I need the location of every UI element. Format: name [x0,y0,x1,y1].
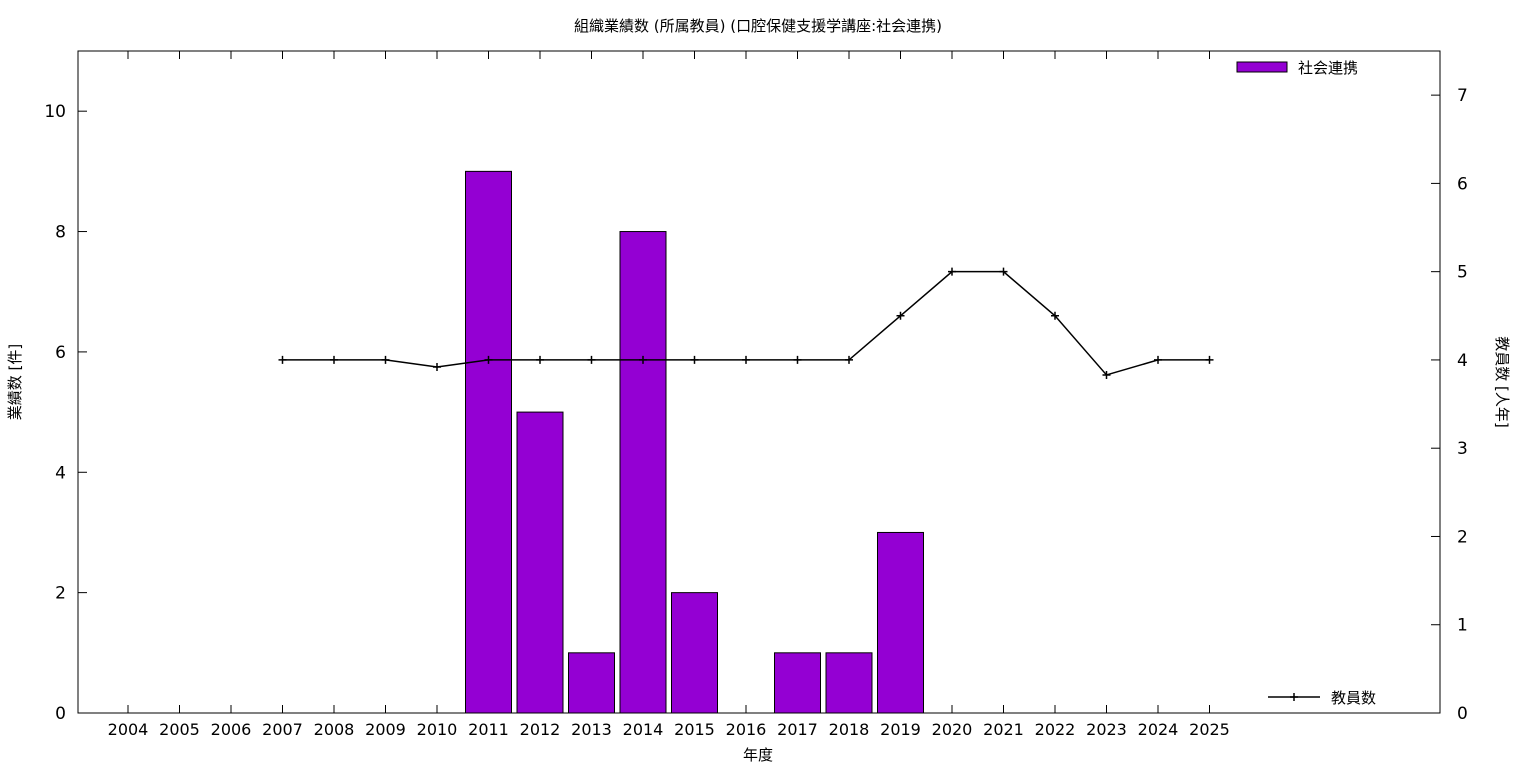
line-point-2024 [1154,355,1162,364]
y2-axis-label: 教員数 [人年] [1493,336,1511,427]
bar-2015 [671,592,718,714]
legend-bar-label: 社会連携 [1298,59,1358,77]
x-tick-label-2007: 2007 [262,720,303,739]
x-tick-label-2019: 2019 [880,720,921,739]
y2-tick-label-5: 5 [1457,263,1468,283]
x-tick-label-2013: 2013 [571,720,612,739]
y2-tick-label-0: 0 [1457,704,1468,724]
x-tick-label-2011: 2011 [468,720,509,739]
line-point-2022 [1051,311,1059,320]
line-point-2025 [1205,355,1214,364]
legend-bar-swatch [1236,61,1288,73]
x-tick-label-2022: 2022 [1035,720,1076,739]
line-point-2014 [639,355,647,364]
x-tick-label-2014: 2014 [623,720,664,739]
line-point-2011 [484,355,493,364]
line-point-2007 [278,355,287,364]
line-point-2013 [587,355,596,364]
bar-2019 [877,531,924,714]
x-tick-label-2017: 2017 [777,720,818,739]
line-point-2017 [793,355,802,364]
y-axis-label: 業績数 [件] [6,344,24,420]
bar-2014 [619,231,667,714]
line-point-2021 [999,267,1008,276]
x-tick-label-2006: 2006 [211,720,252,739]
line-point-2015 [690,355,699,364]
x-axis-label: 年度 [743,746,773,764]
bar-2018 [825,652,873,714]
line-point-2010 [433,362,441,371]
x-tick-label-2016: 2016 [726,720,767,739]
bar-2013 [568,652,615,714]
x-tick-label-2009: 2009 [365,720,406,739]
x-tick-label-2024: 2024 [1138,720,1179,739]
x-tick-label-2018: 2018 [829,720,870,739]
x-tick-label-2015: 2015 [674,720,715,739]
legend-line-marker [1290,693,1298,701]
x-tick-label-2004: 2004 [108,720,149,739]
plot-frame [77,50,1441,714]
line-point-2019 [896,311,905,320]
y-tick-label-1: 2 [55,584,66,604]
line-point-2009 [381,355,390,364]
x-tick-label-2025: 2025 [1189,720,1230,739]
y2-tick-label-1: 1 [1457,616,1468,636]
y2-tick-label-2: 2 [1457,527,1468,547]
y-tick-label-5: 10 [44,102,66,122]
chart-title: 組織業績数 (所属教員) (口腔保健支援学講座:社会連携) [574,17,942,35]
bar-2011 [465,170,512,714]
y-tick-label-0: 0 [55,704,66,724]
x-tick-label-2021: 2021 [983,720,1024,739]
plot-area: 0 2 4 6 8 10 0 1 2 3 4 5 6 7 2004 2005 2006 2007 2008 2009 2… [44,50,1468,739]
y2-tick-label-4: 4 [1457,351,1468,371]
x-tick-label-2010: 2010 [417,720,458,739]
line-point-2023 [1102,370,1111,379]
bar-2012 [516,411,564,714]
x-tick-label-2020: 2020 [932,720,973,739]
line-point-2012 [536,355,544,364]
y2-tick-label-3: 3 [1457,439,1468,459]
x-tick-label-2012: 2012 [520,720,561,739]
bar-2017 [774,652,821,714]
y-tick-label-4: 8 [55,223,66,243]
line-point-2008 [330,355,338,364]
y-tick-label-3: 6 [55,343,66,363]
x-tick-label-2005: 2005 [159,720,200,739]
x-tick-label-2008: 2008 [314,720,355,739]
x-tick-label-2023: 2023 [1086,720,1127,739]
line-point-2018 [845,355,853,364]
line-point-2020 [948,267,956,276]
y2-tick-label-7: 7 [1457,86,1468,106]
line-point-2016 [742,355,750,364]
y-tick-label-2: 4 [55,463,66,483]
y2-tick-label-6: 6 [1457,174,1468,194]
legend-line-label: 教員数 [1331,689,1376,707]
